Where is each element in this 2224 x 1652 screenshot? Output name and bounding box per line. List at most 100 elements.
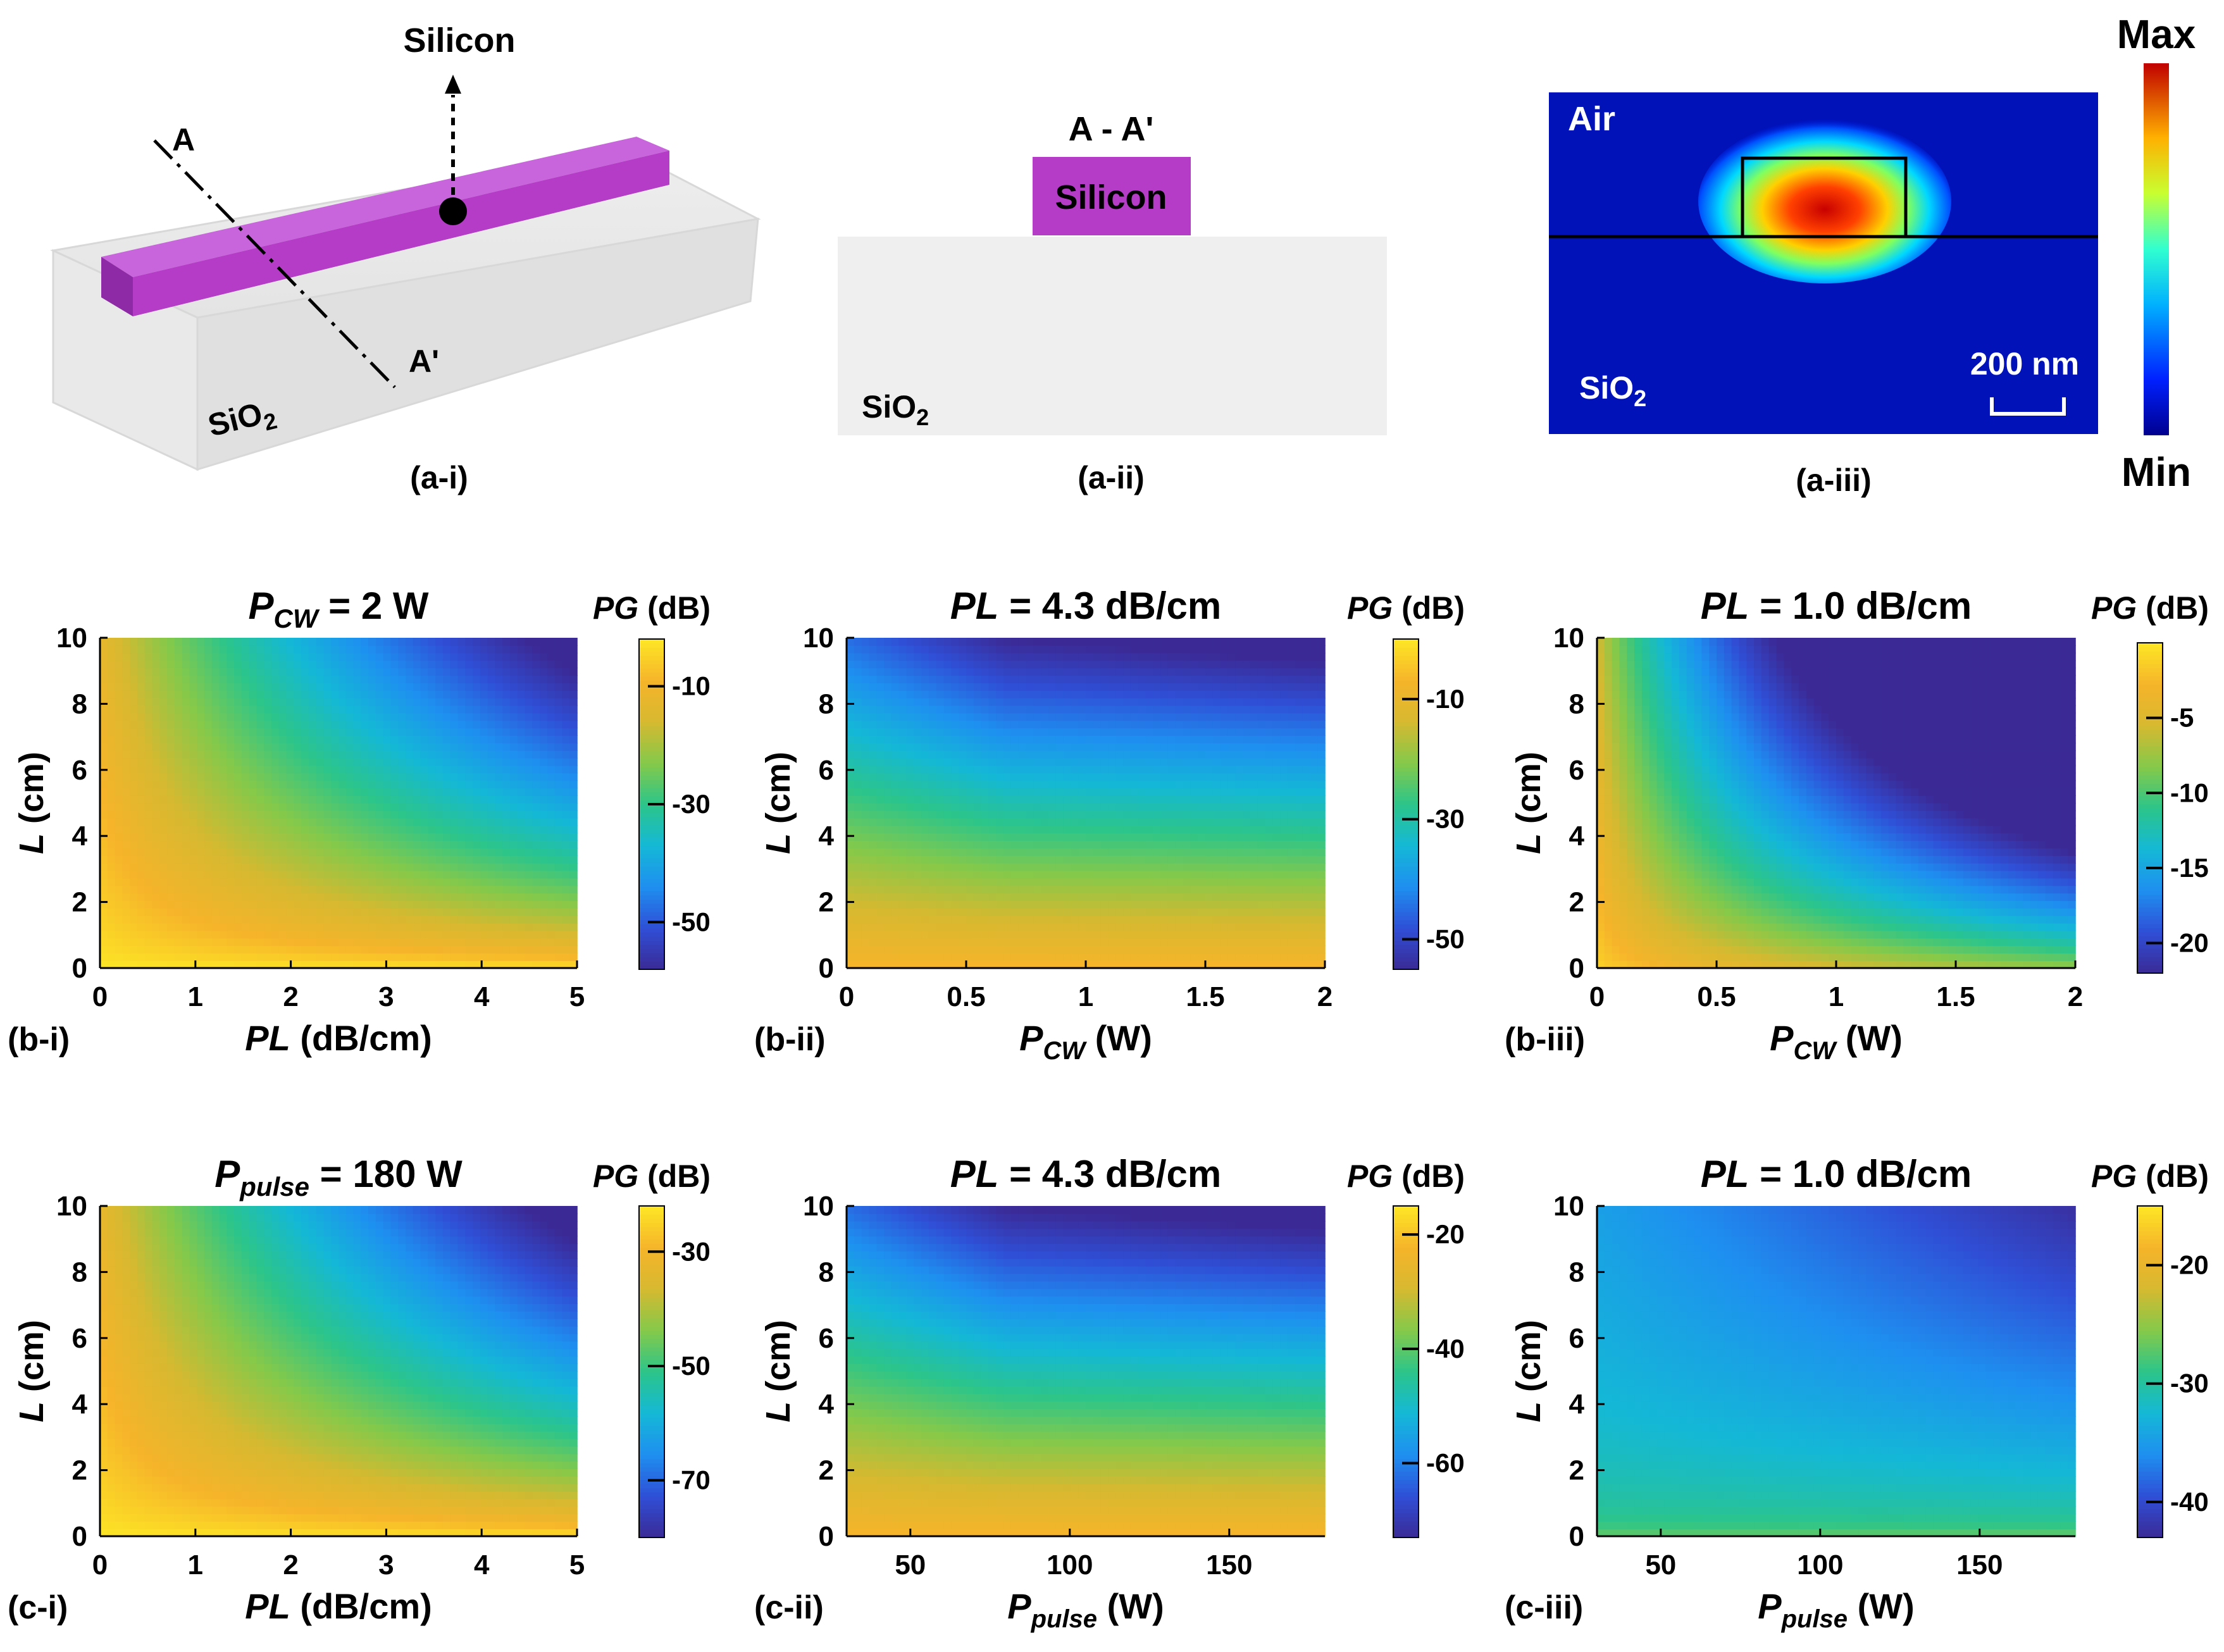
heatmap-cell [174,855,183,864]
heatmap-cell [487,922,496,931]
heatmap-cell [1018,668,1027,676]
heatmap-cell [345,712,354,721]
heatmap-cell [891,825,900,834]
heatmap-cell [189,795,197,804]
heatmap-cell [1041,773,1049,781]
heatmap-cell [152,885,161,894]
heatmap-cell [959,953,967,961]
heatmap-cell [234,757,242,766]
heatmap-cell [271,765,280,774]
heatmap-cell [1071,712,1079,721]
heatmap-cell [1167,788,1176,796]
heatmap-cell [1026,728,1034,736]
heatmap-cell [308,893,317,902]
heatmap-cell [294,870,302,879]
heatmap-cell [308,660,317,669]
heatmap-cell [1063,848,1072,856]
heatmap-cell [1130,810,1139,819]
heatmap-cell [368,765,376,774]
heatmap-cell [473,660,481,669]
heatmap-cell [219,712,228,721]
heatmap-cell [1003,833,1012,842]
heatmap-cell [1048,848,1057,856]
heatmap-cell [189,855,197,864]
heatmap-cell [547,720,556,729]
heatmap-cell [1175,720,1184,729]
heatmap-cell [398,833,406,842]
heatmap-cell [353,848,362,856]
heatmap-cell [406,735,414,743]
colorbar-segment [639,730,664,735]
heatmap-cell [323,922,332,931]
heatmap-cell [100,810,108,819]
heatmap-cell [973,900,982,909]
heatmap-cell [1100,743,1109,751]
heatmap-cell [569,668,578,676]
heatmap-cell [442,945,451,954]
heatmap-cell [219,938,228,947]
heatmap-cell [301,908,309,916]
heatmap-cell [249,645,258,654]
heatmap-cell [480,840,488,848]
heatmap-cell [167,803,175,811]
heatmap-cell [368,900,376,909]
heatmap-cell [1026,922,1034,931]
heatmap-cell [1026,795,1034,804]
heatmap-cell [413,893,421,902]
heatmap-cell [1138,795,1146,804]
heatmap-cell [554,922,563,931]
heatmap-cell [1167,848,1176,856]
heatmap-cell [375,930,384,939]
heatmap-cell [1041,833,1049,842]
heatmap-cell [204,862,213,871]
heatmap-cell [189,660,197,669]
heatmap-cell [130,645,138,654]
heatmap-cell [1041,668,1049,676]
heatmap-cell [981,728,990,736]
heatmap-cell [1071,953,1079,961]
heatmap-cell [525,712,533,721]
heatmap-cell [308,870,317,879]
heatmap-cell [928,855,937,864]
heatmap-cell [1123,862,1131,871]
heatmap-cell [264,878,272,886]
heatmap-cell [898,638,907,646]
heatmap-cell [1010,803,1019,811]
heatmap-cell [540,900,548,909]
heatmap-cell [197,855,205,864]
heatmap-cell [450,953,459,961]
heatmap-cell [1145,705,1154,714]
colorbar-segment [639,866,664,871]
heatmap-cell [197,803,205,811]
heatmap-cell [1018,728,1027,736]
colorbar-segment [639,940,664,945]
heatmap-cell [891,712,900,721]
heatmap-cell [996,885,1004,894]
heatmap-cell [353,953,362,961]
heatmap-cell [525,803,533,811]
heatmap-cell [1153,683,1161,691]
heatmap-cell [286,817,295,826]
heatmap-cell [1010,660,1019,669]
heatmap-cell [1093,922,1102,931]
heatmap-cell [1041,735,1049,743]
heatmap-cell [398,848,406,856]
heatmap-cell [1055,757,1064,766]
heatmap-cell [502,712,511,721]
heatmap-cell [353,720,362,729]
heatmap-cell [450,885,459,894]
heatmap-cell [442,765,451,774]
heatmap-cell [308,915,317,924]
heatmap-cell [898,840,907,848]
heatmap-cell [847,645,855,654]
heatmap-cell [495,893,503,902]
heatmap-cell [928,683,937,691]
heatmap-cell [189,690,197,699]
heatmap-cell [398,638,406,646]
heatmap-cell [532,810,540,819]
heatmap-cell [1145,683,1154,691]
heatmap-cell [1018,855,1027,864]
heatmap-cell [1048,862,1057,871]
heatmap-cell [981,840,990,848]
heatmap-cell [308,668,317,676]
